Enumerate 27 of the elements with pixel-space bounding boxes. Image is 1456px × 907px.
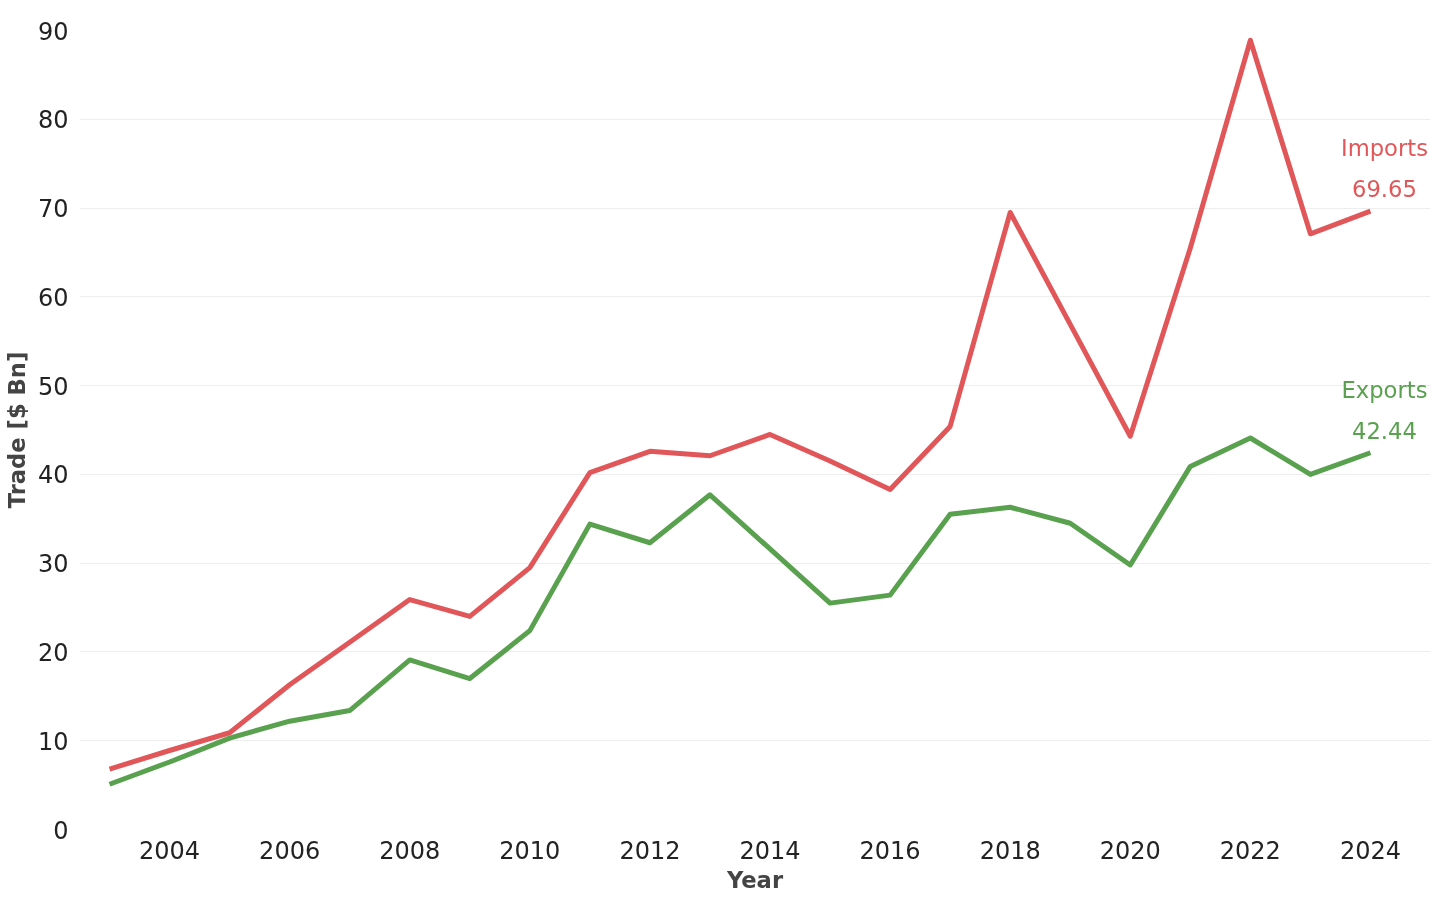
x-tick-label: 2018 bbox=[979, 836, 1041, 865]
data-label: 69.65 bbox=[1352, 176, 1417, 203]
y-tick-label: 20 bbox=[37, 638, 69, 667]
y-tick-label: 40 bbox=[37, 461, 69, 490]
x-tick-label: 2008 bbox=[379, 836, 441, 865]
x-tick-label: 2012 bbox=[619, 836, 681, 865]
x-tick-label: 2022 bbox=[1219, 836, 1281, 865]
y-tick-label: 90 bbox=[37, 17, 69, 46]
x-axis-title: Year bbox=[725, 866, 784, 893]
x-tick-label: 2014 bbox=[739, 836, 801, 865]
x-tick-label: 2006 bbox=[259, 836, 321, 865]
y-axis-title: Trade [$ Bn] bbox=[3, 351, 30, 509]
y-tick-label: 60 bbox=[37, 283, 69, 312]
y-tick-label: 30 bbox=[37, 550, 69, 579]
text: Exports bbox=[1341, 376, 1428, 403]
x-tick-label: 2010 bbox=[499, 836, 561, 865]
y-tick-label: 80 bbox=[37, 106, 69, 135]
y-tick-label: 10 bbox=[37, 727, 69, 756]
y-tick-label: 50 bbox=[37, 372, 69, 401]
x-tick-label: 2024 bbox=[1339, 836, 1401, 865]
data-label: 42.44 bbox=[1352, 417, 1417, 444]
x-tick-label: 2016 bbox=[859, 836, 921, 865]
x-tick-label: 2004 bbox=[139, 836, 201, 865]
y-tick-label: 0 bbox=[53, 816, 69, 845]
text: Imports bbox=[1340, 135, 1428, 162]
x-tick-label: 2020 bbox=[1099, 836, 1161, 865]
y-tick-label: 70 bbox=[37, 195, 69, 224]
